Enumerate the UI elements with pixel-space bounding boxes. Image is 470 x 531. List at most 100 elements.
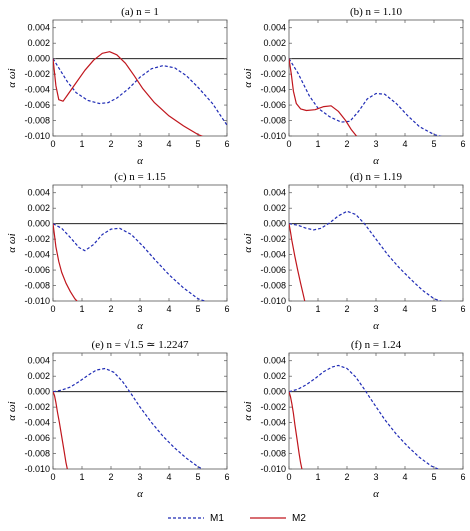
series-m2-line xyxy=(289,223,306,301)
x-tick-label: 5 xyxy=(195,472,200,482)
legend: M1 M2 xyxy=(168,513,306,524)
y-axis-label: α ωi xyxy=(6,233,18,252)
y-tick-label: 0.002 xyxy=(263,38,286,48)
x-tick-label: 0 xyxy=(286,139,291,149)
x-axis-label: α xyxy=(373,320,379,332)
x-tick-label: 1 xyxy=(315,472,320,482)
y-tick-label: -0.006 xyxy=(24,433,50,443)
panel-3: 0 1 2 3 4 5 6 0.004 0.002 0.000 -0.002 -0.004 -0.006… xyxy=(6,171,230,332)
panel-title: (f) n = 1.24 xyxy=(351,339,402,351)
y-tick-label: -0.002 xyxy=(24,234,50,244)
x-axis-label: α xyxy=(373,488,379,500)
x-tick-label: 0 xyxy=(286,304,291,314)
series-m1-line xyxy=(289,58,443,136)
x-tick-label: 1 xyxy=(79,472,84,482)
panel-6: 0 1 2 3 4 5 6 0.004 0.002 0.000 -0.002 -0.004 -0.006… xyxy=(242,339,466,500)
y-tick-label: 0.000 xyxy=(263,219,286,229)
x-tick-label: 5 xyxy=(431,472,436,482)
panel-4: 0 1 2 3 4 5 6 0.004 0.002 0.000 -0.002 -0.004 -0.006… xyxy=(242,171,466,332)
y-tick-label: -0.008 xyxy=(24,281,50,291)
y-tick-label: -0.004 xyxy=(260,250,286,260)
y-tick-label: 0.000 xyxy=(263,54,286,64)
x-tick-label: 1 xyxy=(79,139,84,149)
x-tick-label: 2 xyxy=(344,472,349,482)
y-axis-label: α ωi xyxy=(6,401,18,420)
y-tick-label: -0.010 xyxy=(24,131,50,141)
x-tick-label: 2 xyxy=(108,304,113,314)
x-tick-label: 4 xyxy=(166,304,171,314)
series-m2-line xyxy=(53,391,68,469)
panel-5: 0 1 2 3 4 5 6 0.004 0.002 0.000 -0.002 -0.004 -0.006… xyxy=(6,339,230,500)
panel-1: 0 1 2 3 4 5 6 0.004 0.002 0.000 -0.002 -0.004 -0.006… xyxy=(6,6,230,167)
series-m2-line xyxy=(53,223,78,301)
y-tick-label: -0.006 xyxy=(24,100,50,110)
y-tick-label: -0.004 xyxy=(260,418,286,428)
plot-frame xyxy=(288,184,464,302)
x-tick-label: 2 xyxy=(108,139,113,149)
y-tick-label: -0.004 xyxy=(24,250,50,260)
y-axis-label: α ωi xyxy=(242,68,254,87)
x-tick-label: 5 xyxy=(195,139,200,149)
y-tick-label: -0.008 xyxy=(260,281,286,291)
y-tick-label: -0.006 xyxy=(260,265,286,275)
y-tick-label: 0.002 xyxy=(27,371,50,381)
x-tick-label: 6 xyxy=(224,472,229,482)
x-axis-label: α xyxy=(137,155,143,167)
y-tick-label: 0.004 xyxy=(263,356,286,366)
x-tick-label: 3 xyxy=(373,139,378,149)
y-tick-label: 0.000 xyxy=(27,387,50,397)
y-tick-label: 0.004 xyxy=(27,23,50,33)
x-tick-label: 1 xyxy=(79,304,84,314)
y-tick-label: -0.010 xyxy=(24,464,50,474)
panel-2: 0 1 2 3 4 5 6 0.004 0.002 0.000 -0.002 -0.004 -0.006… xyxy=(242,6,466,167)
y-tick-label: 0.000 xyxy=(263,387,286,397)
y-tick-label: -0.004 xyxy=(260,85,286,95)
x-tick-label: 1 xyxy=(315,139,320,149)
x-tick-label: 6 xyxy=(224,139,229,149)
y-tick-label: 0.000 xyxy=(27,54,50,64)
x-tick-label: 5 xyxy=(431,304,436,314)
x-tick-label: 0 xyxy=(50,472,55,482)
x-tick-label: 3 xyxy=(137,139,142,149)
x-tick-label: 3 xyxy=(137,304,142,314)
y-tick-label: -0.008 xyxy=(24,449,50,459)
y-tick-label: 0.004 xyxy=(27,356,50,366)
x-axis-label: α xyxy=(137,488,143,500)
y-axis-label: α ωi xyxy=(6,68,18,87)
panel-title: (b) n = 1.10 xyxy=(350,6,403,18)
series-m1-line xyxy=(289,364,440,469)
x-tick-label: 1 xyxy=(315,304,320,314)
y-tick-label: -0.004 xyxy=(24,418,50,428)
y-axis-label: α ωi xyxy=(242,401,254,420)
x-tick-label: 6 xyxy=(460,304,465,314)
y-tick-label: 0.004 xyxy=(27,188,50,198)
x-tick-label: 5 xyxy=(195,304,200,314)
y-tick-label: -0.006 xyxy=(24,265,50,275)
y-tick-label: -0.002 xyxy=(260,69,286,79)
x-tick-label: 2 xyxy=(344,304,349,314)
plot-frame xyxy=(52,352,228,470)
x-tick-label: 3 xyxy=(373,472,378,482)
y-tick-label: -0.010 xyxy=(260,296,286,306)
y-tick-label: -0.010 xyxy=(260,464,286,474)
y-tick-label: 0.002 xyxy=(27,38,50,48)
x-tick-label: 0 xyxy=(50,304,55,314)
panel-title: (d) n = 1.19 xyxy=(350,171,403,183)
y-tick-label: -0.002 xyxy=(24,402,50,412)
legend-m2-label: M2 xyxy=(292,513,306,524)
x-axis-label: α xyxy=(373,155,379,167)
y-tick-label: -0.008 xyxy=(260,116,286,126)
x-tick-label: 5 xyxy=(431,139,436,149)
x-tick-label: 2 xyxy=(108,472,113,482)
x-tick-label: 4 xyxy=(402,304,407,314)
y-tick-label: 0.004 xyxy=(263,188,286,198)
series-m1-line xyxy=(53,58,227,126)
series-m1-line xyxy=(53,367,204,469)
x-tick-label: 3 xyxy=(373,304,378,314)
y-tick-label: -0.006 xyxy=(260,433,286,443)
x-tick-label: 0 xyxy=(50,139,55,149)
legend-m1-label: M1 xyxy=(210,513,224,524)
y-tick-label: -0.006 xyxy=(260,100,286,110)
x-tick-label: 6 xyxy=(460,139,465,149)
